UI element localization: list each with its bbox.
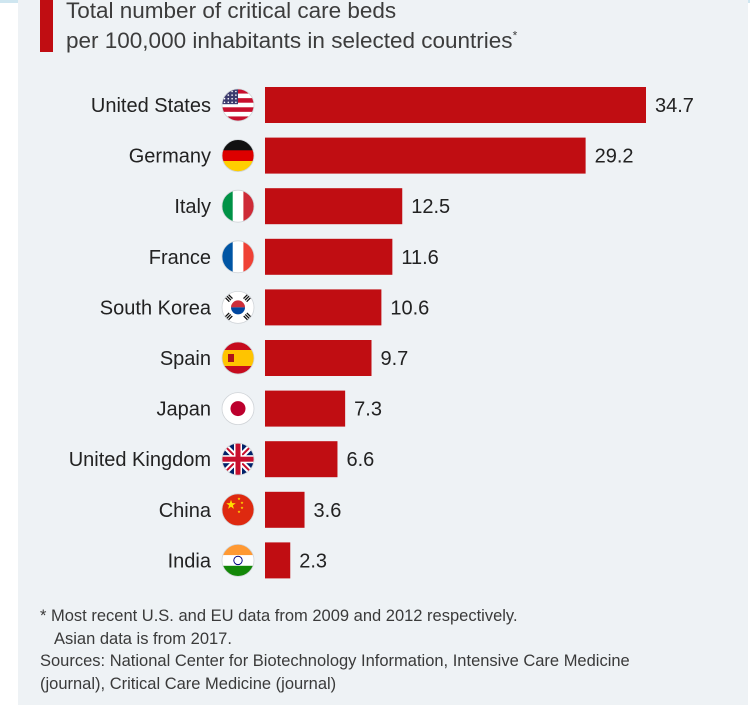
japan-flag-icon: [221, 392, 255, 426]
category-label: China: [159, 500, 212, 522]
category-label: Japan: [157, 399, 212, 421]
sources-line-2: (journal), Critical Care Medicine (journ…: [40, 674, 337, 693]
india-flag-icon: [221, 544, 255, 577]
spain-flag-icon: [221, 341, 255, 375]
bar: [265, 340, 372, 376]
bar-chart: United States 34.7 Germany 29.2 Italy 12.5 Fra…: [69, 87, 694, 579]
title-line-1: Total number of critical care beds: [66, 0, 397, 23]
us-flag-icon: [221, 88, 255, 122]
category-label: Spain: [160, 348, 211, 370]
footnote: * Most recent U.S. and EU data from 2009…: [40, 605, 740, 695]
category-label: India: [168, 550, 212, 572]
bar: [265, 238, 393, 275]
title-line-2: per 100,000 inhabitants in selected coun…: [66, 28, 513, 53]
title-footnote-marker: *: [512, 28, 518, 43]
south-korea-flag-icon: [221, 290, 255, 324]
france-flag-icon: [221, 240, 255, 274]
italy-flag-icon: [221, 189, 255, 223]
bars-layer: United States 34.7 Germany 29.2 Italy 12.5 Fra…: [69, 87, 694, 579]
value-label: 10.6: [390, 297, 429, 319]
footnote-line-1: * Most recent U.S. and EU data from 2009…: [40, 607, 518, 625]
category-label: France: [149, 247, 211, 269]
bar: [265, 188, 403, 225]
value-label: 7.3: [354, 399, 382, 421]
category-label: South Korea: [100, 297, 212, 319]
footnote-line-2: Asian data is from 2017.: [54, 629, 232, 648]
value-label: 3.6: [314, 500, 342, 522]
value-label: 2.3: [299, 550, 327, 572]
value-label: 12.5: [411, 196, 450, 218]
sources-line-1: Sources: National Center for Biotechnolo…: [40, 652, 630, 670]
value-label: 29.2: [595, 146, 634, 168]
value-label: 34.7: [655, 95, 694, 117]
chart-title: Total number of critical care beds per 1…: [66, 0, 706, 56]
bar: [265, 87, 646, 123]
category-label: United Kingdom: [69, 449, 211, 471]
bar: [265, 542, 291, 579]
bar: [265, 390, 346, 427]
bar: [265, 441, 338, 478]
bar: [265, 491, 305, 528]
category-label: Germany: [129, 146, 211, 168]
china-flag-icon: [221, 493, 255, 527]
uk-flag-icon: [221, 442, 255, 476]
title-accent-bar: [40, 0, 53, 52]
category-label: United States: [91, 95, 211, 117]
value-label: 11.6: [401, 247, 438, 269]
category-label: Italy: [174, 196, 211, 218]
bar: [265, 137, 586, 174]
value-label: 9.7: [381, 348, 409, 370]
germany-flag-icon: [221, 139, 255, 173]
value-label: 6.6: [346, 449, 374, 471]
bar: [265, 289, 382, 326]
